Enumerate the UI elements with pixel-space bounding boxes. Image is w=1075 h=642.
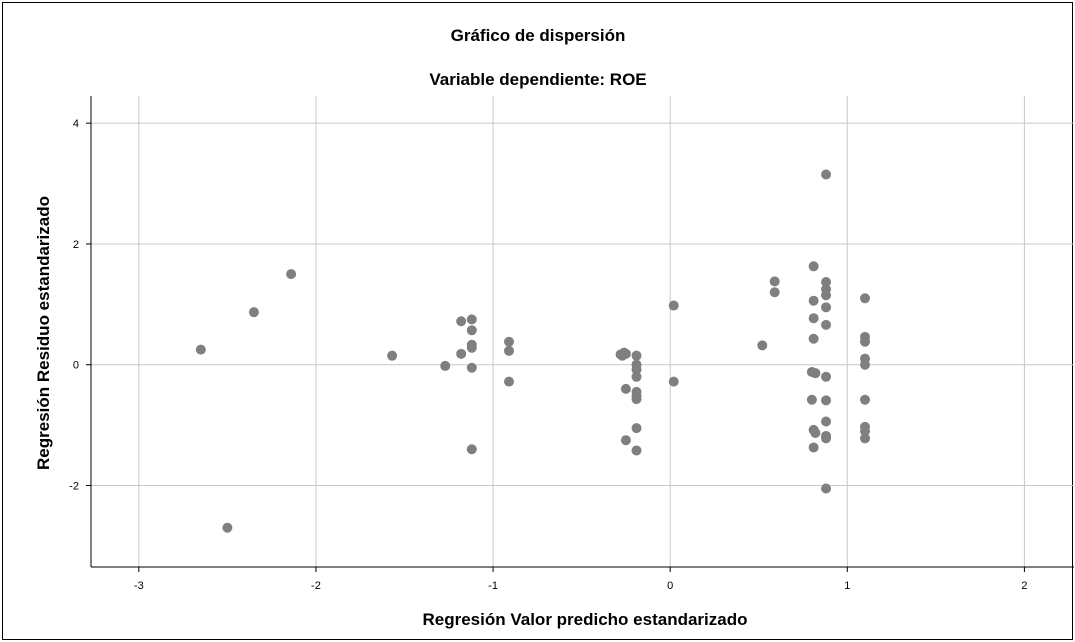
data-point [821,433,832,444]
data-point [769,276,780,287]
x-tick-label: -3 [134,580,144,592]
data-points [195,169,871,533]
data-point [466,342,477,353]
data-point [503,345,514,356]
y-tick-label: 2 [73,239,79,251]
x-tick-label: 1 [844,580,850,592]
data-point [769,287,780,298]
data-point [860,359,871,370]
data-point [631,394,642,405]
data-point [808,313,819,324]
y-axis-title: Regresión Residuo estandarizado [34,196,53,470]
x-tick-label: 0 [667,580,673,592]
data-point [631,371,642,382]
data-point [821,169,832,180]
data-point [466,444,477,455]
data-point [503,336,514,347]
y-tick-label: -2 [69,480,79,492]
data-point [808,261,819,272]
data-point [466,362,477,373]
data-point [860,336,871,347]
data-point [456,316,467,327]
data-point [821,290,832,301]
data-point [757,340,768,351]
data-point [810,368,821,379]
data-point [668,376,679,387]
data-point [387,350,398,361]
data-point [860,293,871,304]
data-point [631,364,642,375]
data-point [821,302,832,313]
data-point [466,325,477,336]
scatter-plot: Gráfico de dispersión Variable dependien… [34,26,1074,629]
data-point [821,371,832,382]
data-point [620,348,631,359]
data-point [821,416,832,427]
data-point [620,435,631,446]
data-point [821,395,832,406]
y-tick-label: 4 [73,118,79,130]
data-point [808,442,819,453]
chart-title: Gráfico de dispersión [451,26,626,45]
chart-subtitle: Variable dependiente: ROE [429,70,646,89]
data-point [808,333,819,344]
data-point [821,483,832,494]
data-point [668,300,679,311]
x-tick-label: 2 [1021,580,1027,592]
x-axis-title: Regresión Valor predicho estandarizado [423,610,748,629]
data-point [195,344,206,355]
data-point [808,295,819,306]
x-tick-label: -1 [488,580,498,592]
tick-labels: -3 -2 -1 0 1 2 -2 0 2 4 [69,118,1027,592]
data-point [440,360,451,371]
axes [86,96,1074,572]
data-point [821,319,832,330]
y-tick-label: 0 [73,360,79,372]
data-point [466,314,477,325]
data-point [810,427,821,438]
data-point [631,423,642,434]
data-point [286,269,297,280]
data-point [860,433,871,444]
data-point [222,522,233,533]
data-point [860,426,871,437]
data-point [631,445,642,456]
data-point [821,276,832,287]
data-point [631,350,642,361]
data-point [806,394,817,405]
data-point [860,394,871,405]
data-point [248,307,259,318]
data-point [503,376,514,387]
data-point [456,348,467,359]
grid [91,96,1074,567]
data-point [620,383,631,394]
x-tick-label: -2 [311,580,321,592]
